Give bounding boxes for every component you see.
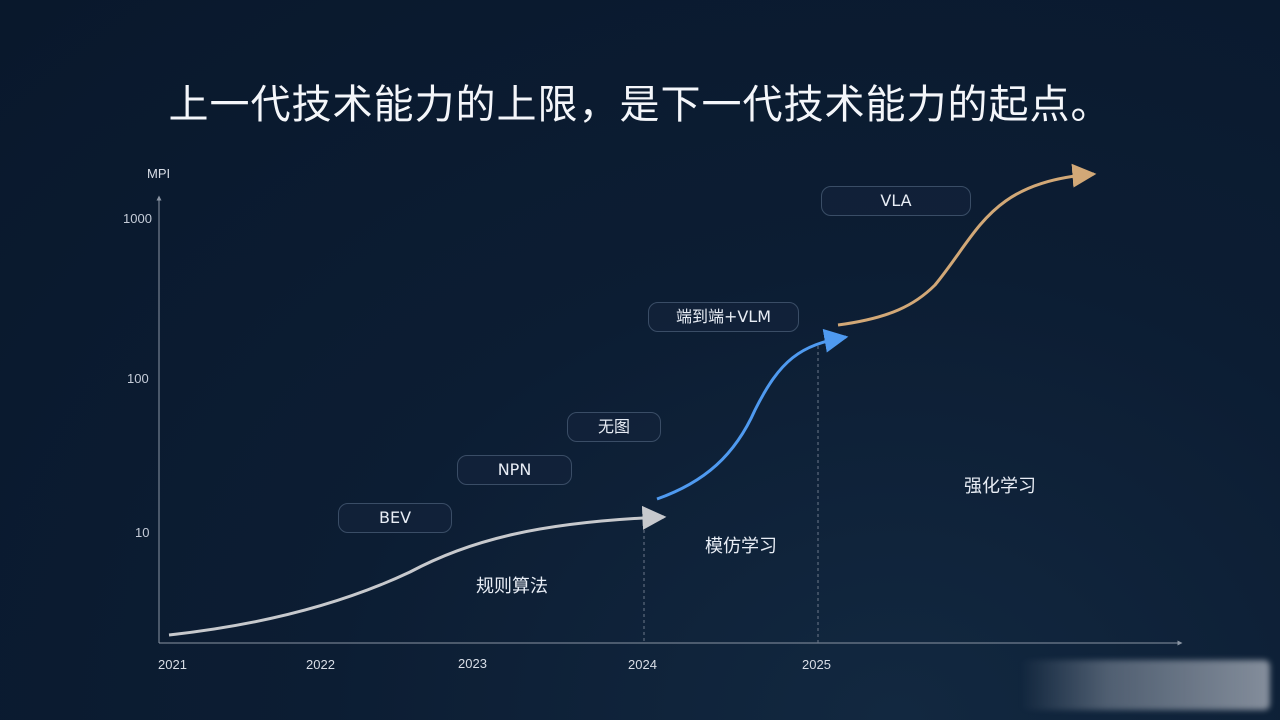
phase-label-rules: 规则算法 bbox=[476, 576, 548, 597]
y-tick-100: 100 bbox=[127, 371, 149, 386]
x-tick-2022: 2022 bbox=[306, 657, 335, 672]
y-tick-1000: 1000 bbox=[123, 211, 152, 226]
x-tick-2023: 2023 bbox=[458, 656, 487, 671]
watermark-logo bbox=[1020, 660, 1270, 710]
reinforcement-learning-curve bbox=[837, 163, 1097, 327]
imitation-learning-curve bbox=[656, 328, 849, 501]
rules-algorithm-curve bbox=[168, 505, 667, 637]
phase-label-imitation: 模仿学习 bbox=[705, 536, 777, 557]
milestone-wutu: 无图 bbox=[567, 412, 661, 442]
y-axis-label: MPI bbox=[147, 166, 170, 181]
x-tick-2021: 2021 bbox=[158, 657, 187, 672]
x-tick-2024: 2024 bbox=[628, 657, 657, 672]
milestone-bev: BEV bbox=[338, 503, 452, 533]
slide-title: 上一代技术能力的上限，是下一代技术能力的起点。 bbox=[168, 82, 1112, 128]
y-tick-10: 10 bbox=[135, 525, 149, 540]
milestone-npn: NPN bbox=[457, 455, 572, 485]
milestone-e2e-vlm: 端到端+VLM bbox=[648, 302, 799, 332]
phase-label-rl: 强化学习 bbox=[964, 476, 1036, 497]
milestone-vla: VLA bbox=[821, 186, 971, 216]
x-tick-2025: 2025 bbox=[802, 657, 831, 672]
